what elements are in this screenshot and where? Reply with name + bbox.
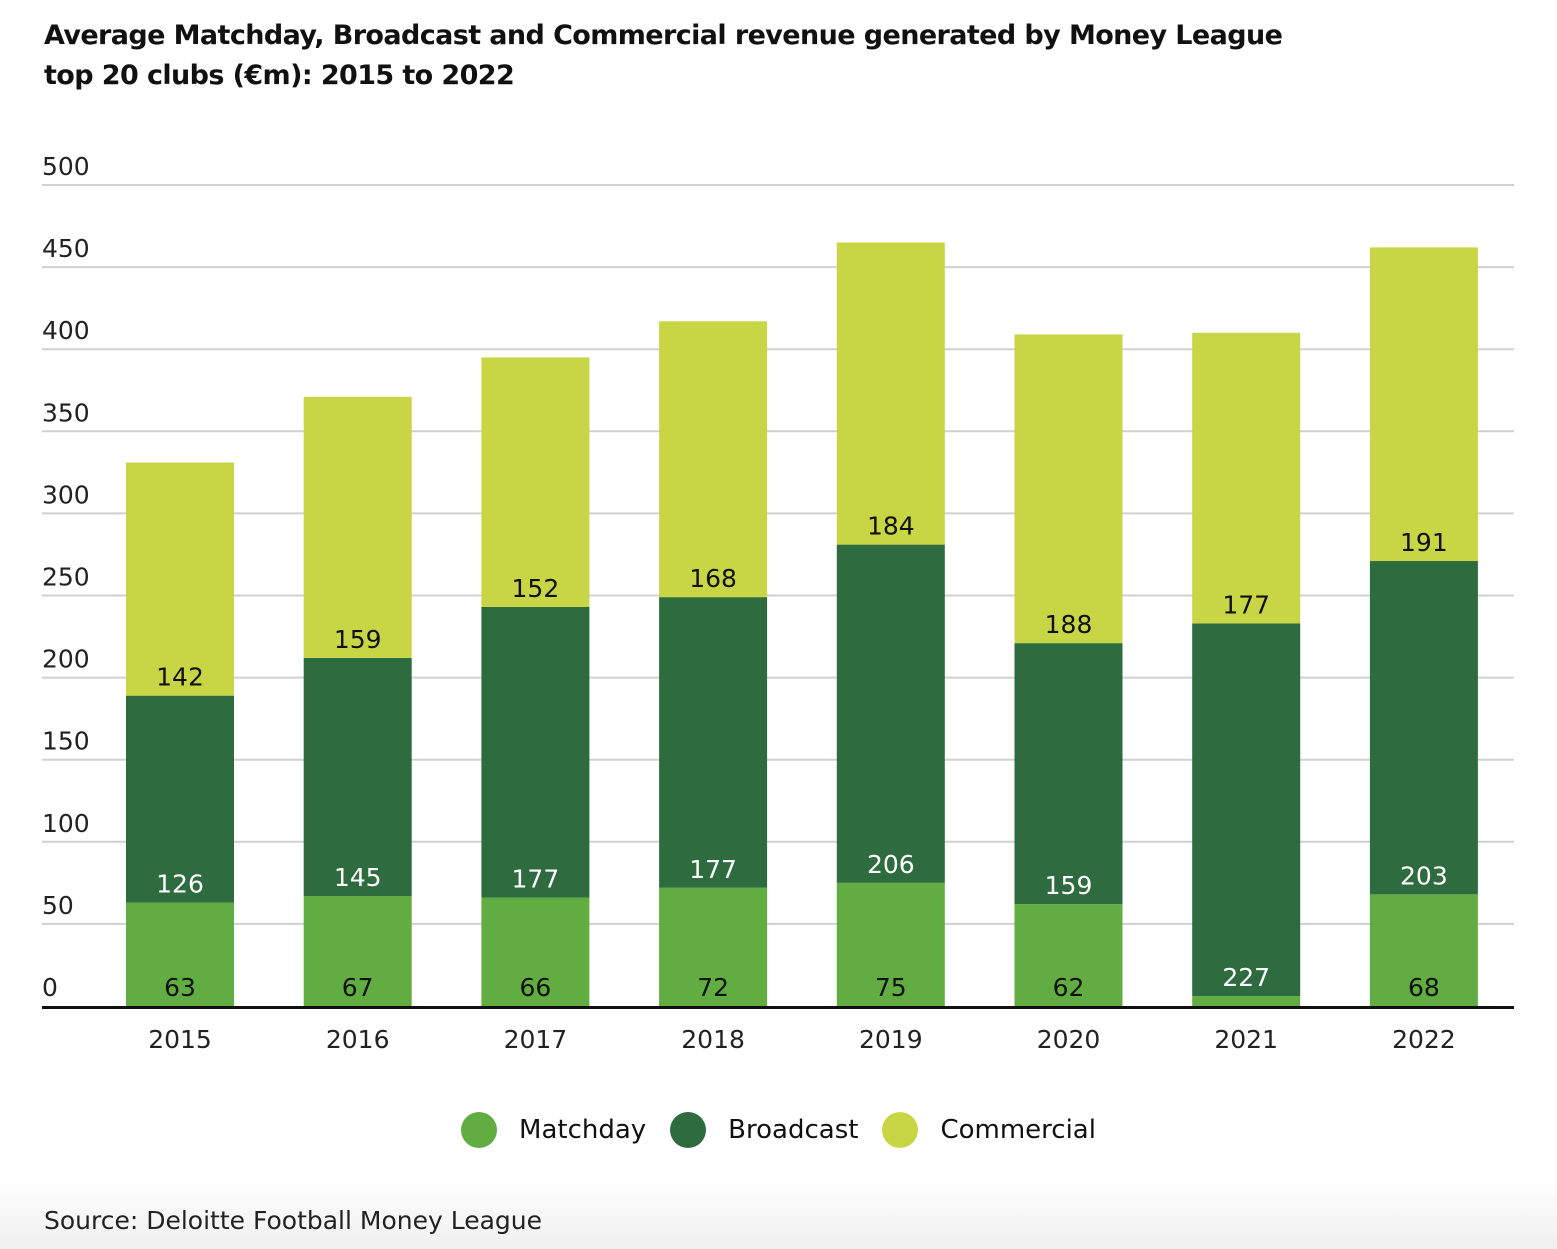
y-tick-label: 350: [42, 398, 90, 427]
x-tick-label: 2015: [148, 1025, 212, 1054]
x-tick-label: 2018: [681, 1025, 745, 1054]
bar-segment-commercial: [1192, 332, 1301, 624]
source-note: Source: Deloitte Football Money League: [44, 1206, 543, 1235]
y-tick-label: 0: [42, 973, 58, 1002]
y-tick-label: 100: [42, 809, 90, 838]
x-tick-label: 2020: [1037, 1025, 1101, 1054]
data-label-commercial: 177: [1222, 590, 1270, 619]
bar-segment-broadcast: [481, 606, 590, 898]
footer: [0, 1180, 1557, 1249]
legend-label: Matchday: [519, 1115, 647, 1145]
matchday-swatch-icon: [461, 1112, 498, 1148]
legend-item-commercial[interactable]: Commercial: [882, 1112, 1096, 1148]
data-label-commercial: 142: [156, 663, 204, 692]
x-tick-label: 2016: [326, 1025, 390, 1054]
bar-segment-commercial: [303, 396, 412, 658]
legend-label: Broadcast: [728, 1115, 859, 1145]
data-label-matchday: 75: [875, 973, 907, 1002]
data-label-broadcast: 159: [1045, 871, 1093, 900]
bar-segment-broadcast: [126, 695, 234, 903]
legend-item-broadcast[interactable]: Broadcast: [670, 1112, 858, 1148]
chart-title-line-1: Average Matchday, Broadcast and Commerci…: [44, 20, 1283, 51]
y-tick-label: 50: [42, 891, 74, 920]
bar-segment-broadcast: [1192, 623, 1301, 997]
data-label-commercial: 184: [867, 512, 915, 541]
data-label-commercial: 159: [334, 625, 382, 654]
y-tick-label: 250: [42, 563, 90, 592]
bar-segment-matchday: [1014, 904, 1123, 1006]
y-tick-label: 400: [42, 316, 90, 345]
broadcast-swatch-icon: [670, 1112, 707, 1148]
x-tick-label: 2022: [1392, 1025, 1456, 1054]
bar-segment-commercial: [836, 242, 945, 545]
x-tick-label: 2017: [504, 1025, 568, 1054]
y-tick-label: 450: [42, 234, 90, 263]
bar-segment-matchday: [1369, 894, 1478, 1006]
data-label-commercial: 168: [689, 564, 737, 593]
data-label-broadcast: 227: [1222, 963, 1270, 992]
bar-segment-broadcast: [836, 544, 945, 883]
data-labels: 63 126 142 67 145 159 66 177 152 72 177 168 75 206 184…: [156, 512, 1448, 1002]
chart-title-line-2: top 20 clubs (€m): 2015 to 2022: [44, 60, 515, 91]
data-label-commercial: 188: [1045, 610, 1093, 639]
y-tick-label: 150: [42, 727, 90, 756]
data-label-commercial: 152: [512, 574, 560, 603]
data-label-commercial: 191: [1400, 528, 1448, 557]
bar-segment-commercial: [126, 462, 234, 696]
legend-item-matchday[interactable]: Matchday: [461, 1112, 646, 1148]
data-label-broadcast: 177: [512, 865, 560, 894]
bar-segment-commercial: [1014, 334, 1123, 644]
x-axis-ticks: 2015 2016 2017 2018 2019 2020 2021 2022: [148, 1025, 1456, 1054]
data-label-broadcast: 177: [689, 855, 737, 884]
bar-segment-matchday: [659, 887, 768, 1006]
data-label-matchday: 67: [342, 973, 374, 1002]
y-tick-label: 200: [42, 645, 90, 674]
chart-title: Average Matchday, Broadcast and Commerci…: [44, 16, 1444, 96]
data-label-matchday: 63: [164, 973, 196, 1002]
y-axis-ticks: 0 50 100 150 200 250 300 350 400 450 500: [42, 152, 90, 1002]
y-tick-label: 300: [42, 480, 90, 509]
data-label-matchday: 68: [1408, 973, 1440, 1002]
bar-segment-matchday: [126, 902, 234, 1006]
data-label-broadcast: 126: [156, 870, 204, 899]
x-tick-label: 2021: [1214, 1025, 1278, 1054]
commercial-swatch-icon: [882, 1112, 919, 1148]
bar-segment-matchday: [1192, 996, 1301, 1006]
bar-segment-broadcast: [303, 657, 412, 896]
data-label-matchday: 72: [697, 973, 729, 1002]
legend-label: Commercial: [940, 1115, 1096, 1145]
bars: [126, 242, 1478, 1006]
bar-segment-commercial: [659, 321, 768, 598]
bar-segment-broadcast: [1369, 561, 1478, 895]
data-label-matchday: 62: [1053, 973, 1085, 1002]
bar-segment-commercial: [1369, 247, 1478, 562]
bar-segment-broadcast: [659, 597, 768, 888]
y-tick-label: 500: [42, 152, 90, 181]
bar-segment-matchday: [836, 882, 945, 1006]
bar-segment-broadcast: [1014, 643, 1123, 905]
bar-segment-commercial: [481, 357, 590, 607]
data-label-matchday: 66: [519, 973, 551, 1002]
bar-segment-matchday: [481, 897, 590, 1006]
data-label-broadcast: 203: [1400, 861, 1448, 890]
bar-segment-matchday: [303, 895, 412, 1006]
x-tick-label: 2019: [859, 1025, 923, 1054]
legend: Matchday Broadcast Commercial: [0, 1112, 1557, 1148]
data-label-broadcast: 206: [867, 850, 915, 879]
data-label-broadcast: 145: [334, 863, 382, 892]
